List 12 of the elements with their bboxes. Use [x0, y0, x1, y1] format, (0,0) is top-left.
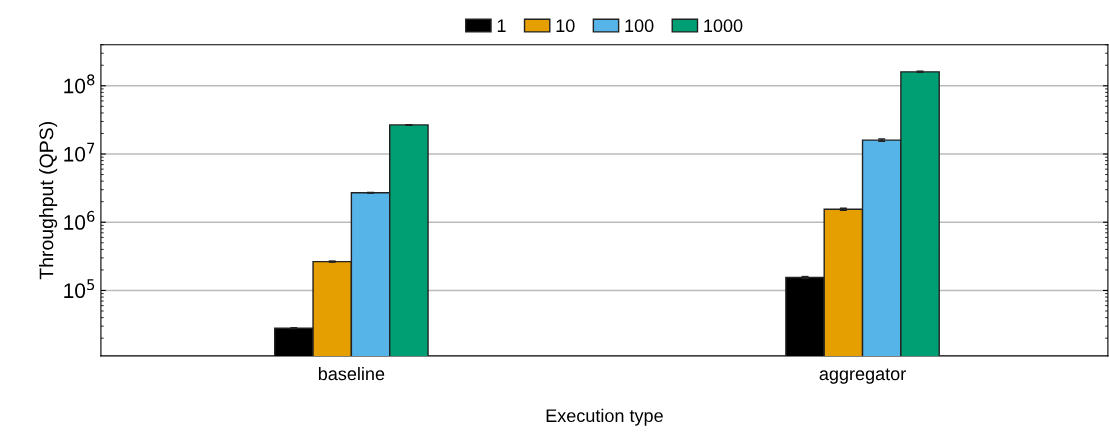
y-tick-label: 10$^{7}$ — [64, 142, 95, 162]
y-tick-label: 10$^{8}$ — [64, 74, 95, 94]
legend-label: 100 — [625, 19, 654, 33]
y-tick-label: 10$^{5}$ — [64, 279, 95, 299]
x-axis-title: Execution type — [546, 408, 663, 426]
y-tick-label: 10$^{6}$ — [64, 210, 95, 230]
y-axis-title: Throughput (QPS) — [39, 122, 58, 280]
legend-label: 10 — [556, 19, 575, 33]
legend-label: 1 — [497, 19, 506, 32]
x-tick-label: aggregator — [819, 368, 906, 384]
x-tick-label: baseline — [318, 366, 385, 381]
legend-label: 1000 — [704, 19, 743, 33]
